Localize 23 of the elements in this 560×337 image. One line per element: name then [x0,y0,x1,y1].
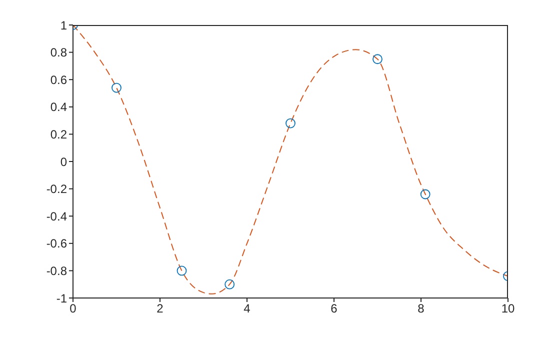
x-tick-label: 0 [70,302,77,316]
point [112,82,122,93]
y-tick-label: 0.4 [50,100,68,114]
point [372,54,382,64]
x-tick-label: 8 [418,302,425,316]
point [224,279,235,290]
x-tick-label: 10 [501,302,515,316]
point [286,118,296,128]
y-tick-label: -0.8 [46,264,68,278]
y-tick-label: 1 [60,18,68,32]
y-tick-label: -0.6 [46,236,68,251]
y-tick-label: -1 [56,291,68,306]
point [420,189,430,200]
point [176,266,187,276]
y-tick-label: -0.2 [46,182,68,196]
x-tick-label: 2 [156,302,164,316]
x-tick-label: 6 [330,302,338,316]
y-tick-label: -0.4 [46,209,68,224]
y-tick-label: 0 [60,154,68,169]
y-tick-label: 0.2 [50,127,68,142]
y-tick-label: 0.8 [50,46,68,60]
y-tick-label: 0.6 [50,72,68,87]
x-tick-label: 4 [244,302,251,316]
